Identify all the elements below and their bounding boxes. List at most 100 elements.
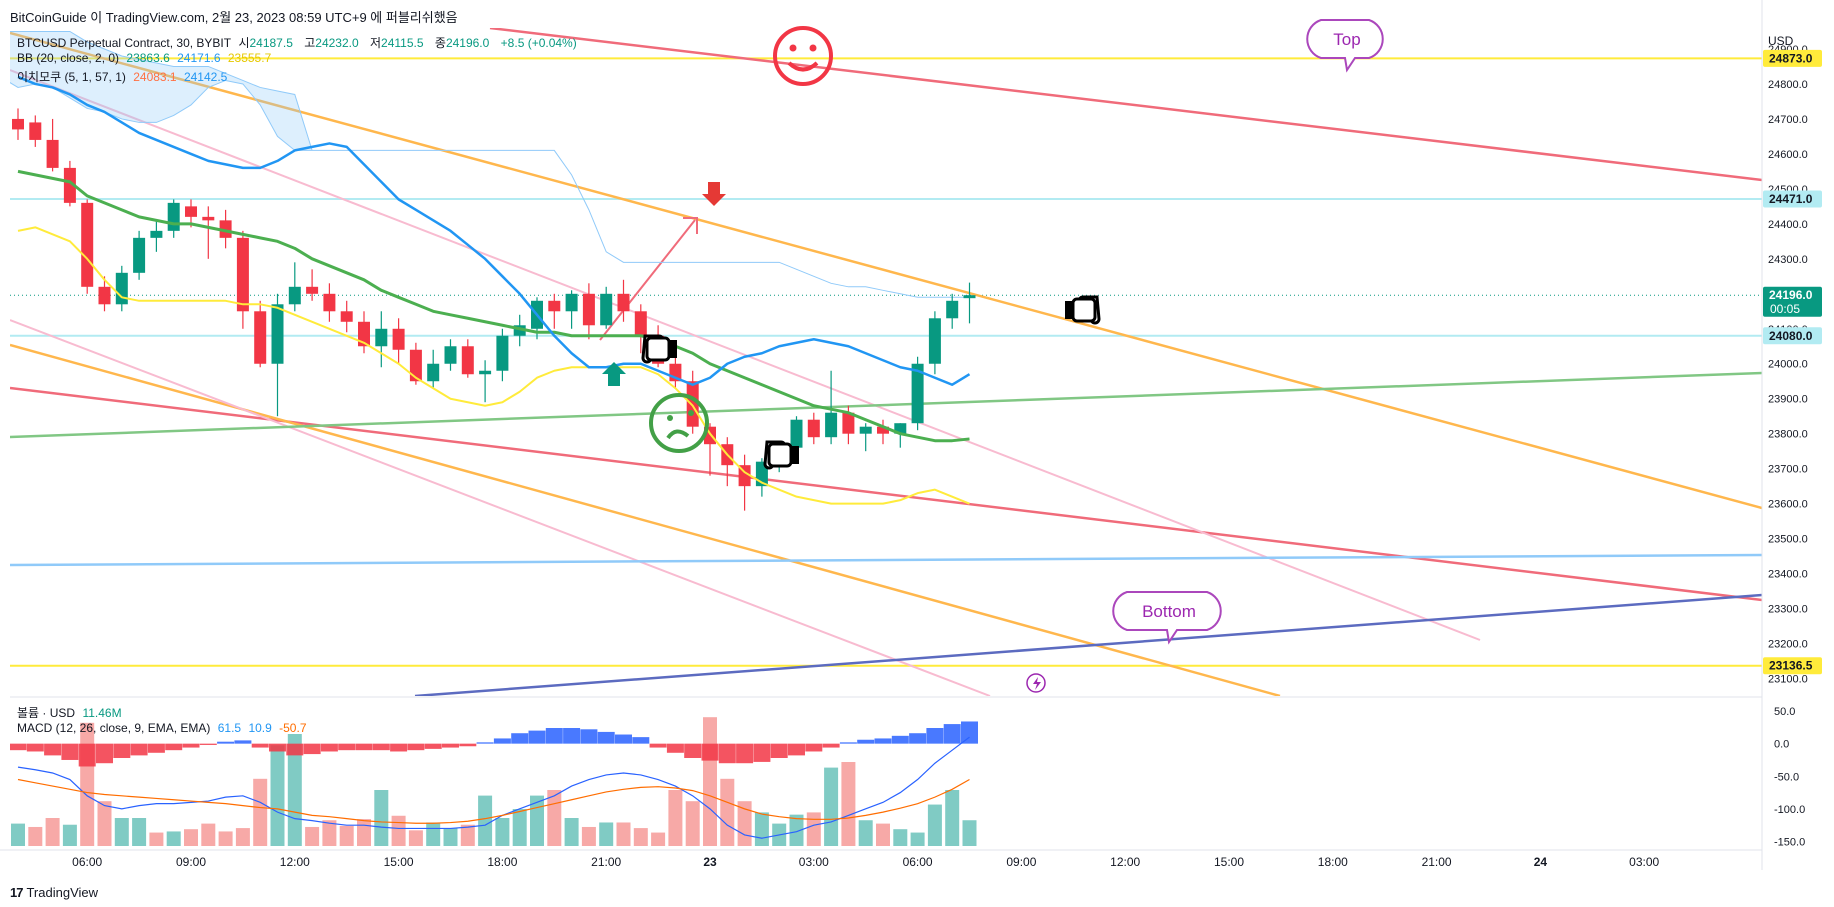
macd-histogram-bar[interactable] <box>182 743 200 748</box>
candle-body[interactable] <box>115 272 128 305</box>
volume-bar[interactable] <box>893 829 908 846</box>
volume-bar[interactable] <box>945 790 960 846</box>
macd-histogram-bar[interactable] <box>770 743 788 758</box>
volume-bar[interactable] <box>45 818 60 846</box>
candle-body[interactable] <box>98 286 111 305</box>
pointing-hand-icon[interactable] <box>641 334 677 364</box>
trendline-red-upper[interactable] <box>489 28 1762 182</box>
macd-histogram-bar[interactable] <box>251 743 269 748</box>
macd-histogram-bar[interactable] <box>649 743 667 748</box>
volume-bar[interactable] <box>287 734 302 846</box>
candle-body[interactable] <box>271 304 284 364</box>
volume-bar[interactable] <box>754 812 769 846</box>
candle-body[interactable] <box>219 220 232 238</box>
macd-histogram-bar[interactable] <box>909 733 927 744</box>
macd-histogram-bar[interactable] <box>615 734 632 744</box>
macd-histogram-bar[interactable] <box>493 738 511 744</box>
trendline-orange-lower[interactable] <box>10 343 1281 696</box>
volume-bar[interactable] <box>460 824 475 846</box>
volume-bar[interactable] <box>201 823 216 846</box>
macd-histogram-bar[interactable] <box>78 743 96 767</box>
volume-bar[interactable] <box>114 818 129 846</box>
macd-histogram-bar[interactable] <box>61 743 79 760</box>
candle-body[interactable] <box>81 202 94 287</box>
volume-bar[interactable] <box>132 818 147 846</box>
candle-body[interactable] <box>29 122 42 140</box>
confused-smiley-icon[interactable] <box>649 393 709 453</box>
macd-histogram-bar[interactable] <box>113 743 131 758</box>
candle-body[interactable] <box>409 349 422 382</box>
macd-histogram-bar[interactable] <box>320 743 338 752</box>
volume-bar[interactable] <box>927 804 942 846</box>
volume-legend[interactable]: 볼륨 · USD 11.46M <box>17 704 126 721</box>
volume-bar[interactable] <box>253 778 268 846</box>
volume-bar[interactable] <box>651 832 666 846</box>
macd-histogram-bar[interactable] <box>217 741 235 744</box>
macd-signal-line[interactable] <box>17 778 970 824</box>
candle-body[interactable] <box>790 419 803 448</box>
macd-histogram-bar[interactable] <box>442 743 459 748</box>
macd-histogram-bar[interactable] <box>666 743 684 753</box>
macd-histogram-bar[interactable] <box>372 743 390 751</box>
volume-bar[interactable] <box>184 829 198 846</box>
candle-body[interactable] <box>202 216 215 221</box>
volume-bar[interactable] <box>512 809 527 846</box>
volume-bar[interactable] <box>703 717 717 846</box>
volume-bar[interactable] <box>633 828 648 846</box>
macd-line[interactable] <box>17 736 970 839</box>
volume-bar[interactable] <box>97 801 112 846</box>
candle-body[interactable] <box>548 300 561 312</box>
down-arrow-icon[interactable] <box>702 182 726 206</box>
candle-body[interactable] <box>133 237 146 273</box>
candle-body[interactable] <box>323 293 336 312</box>
bottom-callout-bubble[interactable] <box>1112 591 1222 645</box>
candle-body[interactable] <box>946 300 959 319</box>
candle-body[interactable] <box>842 412 855 434</box>
volume-bar[interactable] <box>841 762 856 846</box>
trendline-light-blue[interactable] <box>10 553 1762 567</box>
volume-bar[interactable] <box>685 801 700 846</box>
candle-body[interactable] <box>825 412 838 438</box>
candle-body[interactable] <box>306 286 319 294</box>
candle-body[interactable] <box>340 311 353 322</box>
macd-histogram-bar[interactable] <box>96 743 113 764</box>
candle-body[interactable] <box>150 230 163 238</box>
macd-histogram-bar[interactable] <box>269 743 286 752</box>
macd-histogram-bar[interactable] <box>390 743 408 752</box>
candle-body[interactable] <box>565 293 578 312</box>
volume-bar[interactable] <box>876 823 890 846</box>
candle-body[interactable] <box>928 318 941 364</box>
macd-histogram-bar[interactable] <box>234 740 252 744</box>
candle-body[interactable] <box>254 311 267 364</box>
macd-histogram-bar[interactable] <box>597 731 615 744</box>
volume-bar[interactable] <box>80 722 95 846</box>
candle-body[interactable] <box>46 139 59 168</box>
volume-bar[interactable] <box>339 825 354 846</box>
volume-bar[interactable] <box>11 823 25 846</box>
red-arrow-line[interactable] <box>599 219 696 341</box>
volume-bar[interactable] <box>668 790 683 846</box>
bb-lower-line[interactable] <box>17 226 970 505</box>
volume-bar[interactable] <box>564 818 579 846</box>
volume-bar[interactable] <box>305 826 320 846</box>
candle-body[interactable] <box>582 293 595 326</box>
macd-histogram-bar[interactable] <box>753 743 771 762</box>
candle-body[interactable] <box>392 328 405 350</box>
bb-legend[interactable]: BB (20, close, 2, 0) 23863.6 24171.6 235… <box>17 51 275 65</box>
candle-body[interactable] <box>185 206 197 217</box>
macd-histogram-bar[interactable] <box>199 743 217 745</box>
macd-histogram-bar[interactable] <box>147 743 165 753</box>
macd-histogram-bar[interactable] <box>10 743 27 751</box>
volume-bar[interactable] <box>408 830 423 846</box>
candle-body[interactable] <box>461 346 474 375</box>
volume-bar[interactable] <box>806 812 821 846</box>
macd-histogram-bar[interactable] <box>684 743 702 758</box>
volume-bar[interactable] <box>149 832 164 846</box>
volume-bar[interactable] <box>581 826 596 846</box>
macd-histogram-bar[interactable] <box>303 743 321 755</box>
volume-bar[interactable] <box>858 820 873 846</box>
macd-histogram-bar[interactable] <box>286 743 304 756</box>
macd-histogram-bar[interactable] <box>563 728 581 744</box>
macd-histogram-bar[interactable] <box>805 743 823 752</box>
